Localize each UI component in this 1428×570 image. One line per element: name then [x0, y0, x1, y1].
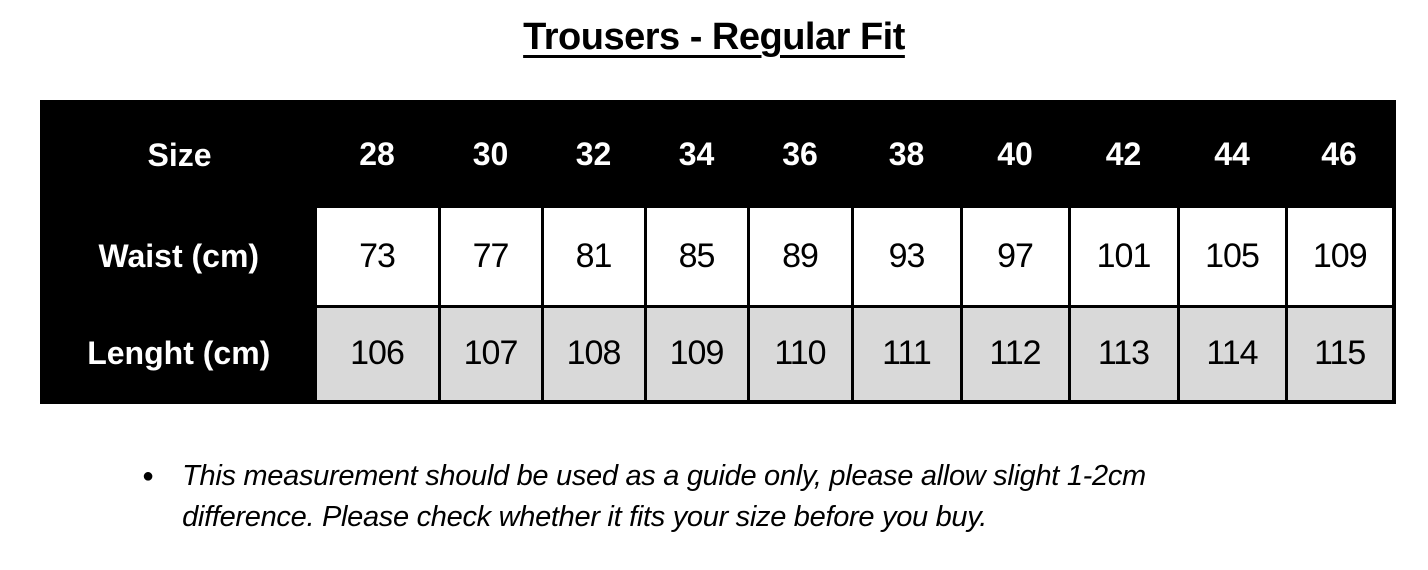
waist-cell-40: 97	[959, 204, 1071, 308]
waist-cell-32: 81	[540, 204, 647, 308]
row-label-waist: Waist (cm)	[42, 206, 315, 306]
length-cell-46: 115	[1284, 304, 1396, 404]
bullet-icon: ●	[142, 465, 155, 487]
col-header-46: 46	[1286, 102, 1394, 206]
waist-cell-42: 101	[1067, 204, 1180, 308]
waist-cell-36: 89	[746, 204, 854, 308]
table-row-waist: Waist (cm) 73 77 81 85 89 93 97 101 105 …	[42, 204, 1396, 308]
length-cell-40: 112	[959, 304, 1071, 404]
note-text: This measurement should be used as a gui…	[182, 456, 1146, 538]
row-label-length: Lenght (cm)	[42, 306, 315, 402]
col-header-30: 30	[439, 102, 542, 206]
col-header-34: 34	[645, 102, 748, 206]
length-cell-30: 107	[437, 304, 544, 404]
waist-cell-30: 77	[437, 204, 544, 308]
col-header-38: 38	[852, 102, 961, 206]
length-cell-34: 109	[643, 304, 750, 404]
length-cell-38: 111	[850, 304, 963, 404]
page-title: Trousers - Regular Fit	[523, 16, 905, 58]
waist-cell-34: 85	[643, 204, 750, 308]
waist-cell-38: 93	[850, 204, 963, 308]
measurement-note: ● This measurement should be used as a g…	[142, 456, 1146, 538]
col-header-size: Size	[42, 102, 315, 206]
waist-cell-28: 73	[313, 204, 441, 308]
length-cell-28: 106	[313, 304, 441, 404]
col-header-36: 36	[748, 102, 852, 206]
size-chart-table: Size 28 30 32 34 36 38 40 42 44 46 Waist…	[40, 100, 1396, 404]
table-header-row: Size 28 30 32 34 36 38 40 42 44 46	[42, 102, 1394, 206]
length-cell-32: 108	[540, 304, 647, 404]
note-line-1: This measurement should be used as a gui…	[182, 460, 1146, 492]
col-header-44: 44	[1178, 102, 1286, 206]
col-header-40: 40	[961, 102, 1069, 206]
length-cell-44: 114	[1176, 304, 1288, 404]
length-cell-42: 113	[1067, 304, 1180, 404]
waist-cell-44: 105	[1176, 204, 1288, 308]
col-header-28: 28	[315, 102, 439, 206]
col-header-32: 32	[542, 102, 645, 206]
length-cell-36: 110	[746, 304, 854, 404]
waist-cell-46: 109	[1284, 204, 1396, 308]
col-header-42: 42	[1069, 102, 1178, 206]
note-line-2: difference. Please check whether it fits…	[182, 501, 988, 533]
table-row-length: Lenght (cm) 106 107 108 109 110 111 112 …	[42, 304, 1396, 404]
